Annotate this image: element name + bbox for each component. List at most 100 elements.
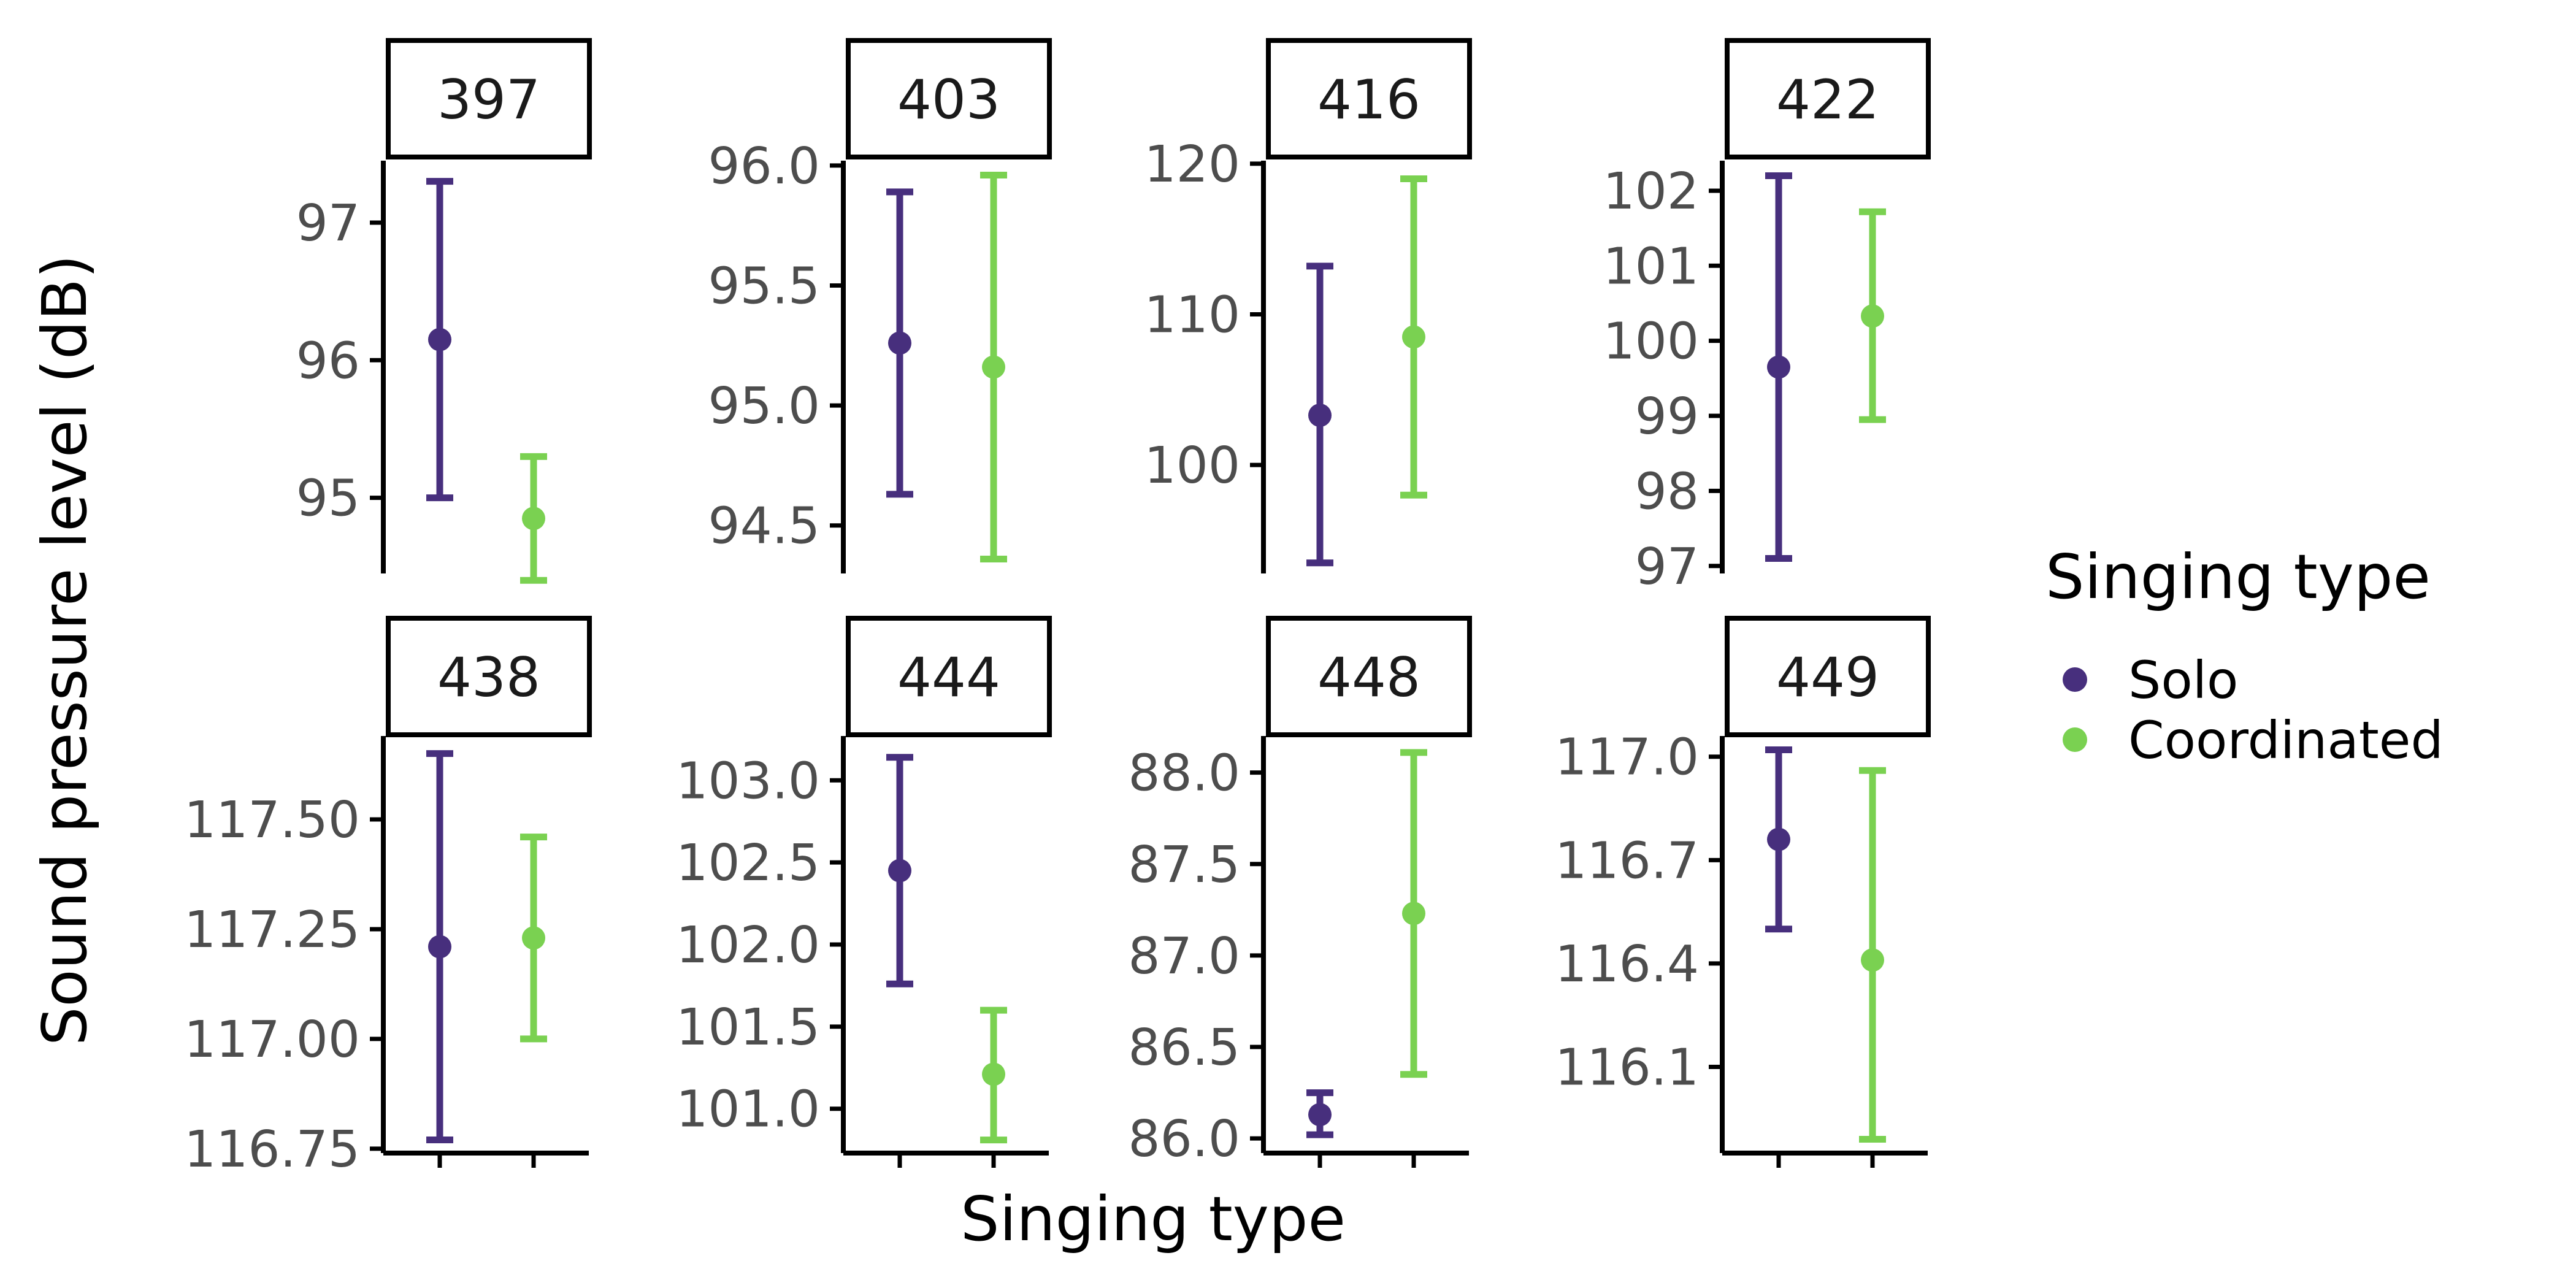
panel-397: 397 95 96 97 xyxy=(296,38,592,584)
y-tick-label: 102.0 xyxy=(676,916,820,975)
panel-strip xyxy=(1725,38,1931,159)
y-tick-label: 94.5 xyxy=(708,497,820,556)
errorbar-solo xyxy=(426,750,453,1144)
errorbar-coordinated xyxy=(1400,749,1427,1078)
y-tick-label: 88.0 xyxy=(1128,745,1240,803)
errorbar-coordinated xyxy=(1859,767,1886,1143)
mean-point xyxy=(1308,404,1332,427)
legend-label-coordinated: Coordinated xyxy=(2128,710,2444,770)
panel-444: 444 101.0 101.5 102.0 102.5 103.0 xyxy=(676,616,1052,1168)
panel-strip-label: 444 xyxy=(897,646,1000,709)
panel-strip-label: 416 xyxy=(1317,68,1420,131)
mean-point xyxy=(1308,1103,1332,1127)
panel-strip-label: 438 xyxy=(437,646,540,709)
y-tick-label: 96.0 xyxy=(708,137,820,196)
panel-strip-label: 403 xyxy=(897,68,1000,131)
mean-point xyxy=(428,328,451,351)
errorbar-solo xyxy=(886,754,913,987)
mean-point xyxy=(888,331,911,355)
mean-point xyxy=(1861,948,1884,972)
y-tick-label: 117.50 xyxy=(184,791,360,849)
y-tick-label: 116.7 xyxy=(1555,832,1699,890)
y-tick-label: 95.0 xyxy=(708,377,820,435)
y-tick-label: 120 xyxy=(1144,136,1240,194)
y-tick-label: 100 xyxy=(1603,313,1699,371)
y-tick-label: 103.0 xyxy=(676,752,820,810)
panel-strip-label: 448 xyxy=(1317,646,1420,709)
mean-point xyxy=(522,507,545,531)
panel-416: 416 100 110 120 xyxy=(1144,38,1472,573)
panel-strip xyxy=(846,38,1052,159)
panel-strip-label: 397 xyxy=(437,68,540,131)
errorbar-solo xyxy=(1306,263,1333,567)
y-tick-label: 117.0 xyxy=(1555,729,1699,787)
errorbar-solo xyxy=(426,178,453,502)
legend-key-coordinated xyxy=(2063,727,2087,752)
y-tick-label: 117.25 xyxy=(184,901,360,959)
mean-point xyxy=(1402,902,1425,926)
legend-title: Singing type xyxy=(2045,541,2431,613)
mean-point xyxy=(888,859,911,883)
panel-strip xyxy=(1725,616,1931,737)
mean-point xyxy=(1767,827,1790,851)
errorbar-solo xyxy=(886,188,913,498)
y-tick-label: 110 xyxy=(1144,286,1240,345)
y-tick-label: 116.75 xyxy=(184,1121,360,1179)
x-axis-title: Singing type xyxy=(960,1183,1346,1255)
errorbar-coordinated xyxy=(1400,175,1427,499)
errorbar-solo xyxy=(1765,172,1792,562)
panel-strip xyxy=(1266,38,1472,159)
legend-key-solo xyxy=(2063,667,2087,692)
panels-layer: 397 95 96 97 403 94.5 95.0 95.5 96.0 416 100 110 120… xyxy=(184,38,1931,1179)
y-axis-title: Sound pressure level (dB) xyxy=(29,255,101,1046)
panel-strip xyxy=(846,616,1052,737)
panel-403: 403 94.5 95.0 95.5 96.0 xyxy=(708,38,1052,573)
y-tick-label: 116.4 xyxy=(1555,935,1699,994)
mean-point xyxy=(1402,325,1425,349)
mean-point xyxy=(428,935,451,959)
mean-point xyxy=(1861,304,1884,328)
panel-strip xyxy=(386,616,592,737)
errorbar-coordinated xyxy=(980,1006,1007,1144)
y-tick-label: 86.0 xyxy=(1128,1110,1240,1168)
mean-point xyxy=(522,926,545,950)
panel-438: 438 116.75 117.00 117.25 117.50 xyxy=(184,616,592,1179)
panel-449: 449 116.1 116.4 116.7 117.0 xyxy=(1555,616,1931,1168)
y-tick-label: 95.5 xyxy=(708,257,820,315)
errorbar-coordinated xyxy=(980,171,1007,563)
y-tick-label: 99 xyxy=(1635,388,1699,446)
y-tick-label: 97 xyxy=(1635,538,1699,596)
y-tick-label: 97 xyxy=(296,194,360,253)
legend-label-solo: Solo xyxy=(2128,650,2238,710)
panel-strip-label: 422 xyxy=(1776,68,1879,131)
errorbar-coordinated xyxy=(520,834,547,1043)
y-tick-label: 101.0 xyxy=(676,1081,820,1139)
y-tick-label: 86.5 xyxy=(1128,1019,1240,1077)
panel-448: 448 86.0 86.5 87.0 87.5 88.0 xyxy=(1128,616,1472,1168)
legend: Singing type Solo Coordinated xyxy=(2045,541,2444,770)
mean-point xyxy=(982,1062,1005,1086)
panel-strip xyxy=(386,38,592,159)
y-tick-label: 102 xyxy=(1603,163,1699,221)
y-tick-label: 101.5 xyxy=(676,999,820,1057)
y-tick-label: 87.0 xyxy=(1128,927,1240,986)
errorbar-coordinated xyxy=(520,453,547,584)
y-tick-label: 101 xyxy=(1603,237,1699,296)
panel-422: 422 97 98 99 100 101 102 xyxy=(1603,38,1931,596)
y-tick-label: 87.5 xyxy=(1128,836,1240,894)
y-tick-label: 102.5 xyxy=(676,834,820,892)
mean-point xyxy=(1767,355,1790,379)
panel-strip-label: 449 xyxy=(1776,646,1879,709)
y-tick-label: 98 xyxy=(1635,462,1699,521)
errorbar-solo xyxy=(1765,746,1792,933)
y-tick-label: 100 xyxy=(1144,437,1240,495)
errorbar-solo xyxy=(1306,1089,1333,1138)
y-tick-label: 116.1 xyxy=(1555,1039,1699,1097)
panel-strip xyxy=(1266,616,1472,737)
mean-point xyxy=(982,355,1005,379)
y-tick-label: 117.00 xyxy=(184,1011,360,1069)
errorbar-coordinated xyxy=(1859,208,1886,423)
y-tick-label: 96 xyxy=(296,332,360,390)
y-tick-label: 95 xyxy=(296,470,360,528)
